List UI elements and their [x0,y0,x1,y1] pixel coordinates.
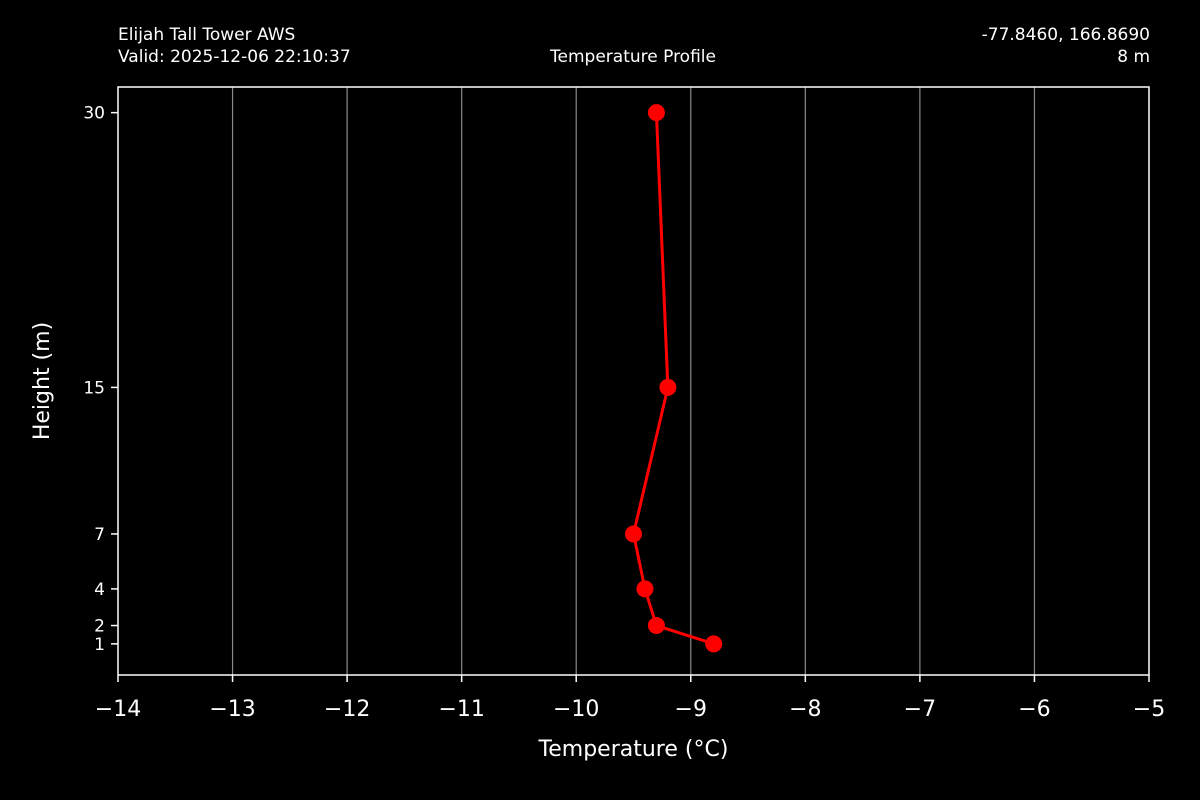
y-tick-label: 7 [94,525,105,545]
temperature-line [631,112,715,646]
x-axis: −14 −13 −12 −11 −10 −9 −8 −7 −6 −5 [95,675,1165,722]
x-tick-label: −9 [675,697,707,722]
x-tick-label: −7 [904,697,936,722]
x-tick-label: −14 [95,697,141,722]
temperature-point [647,104,665,122]
chart-title: Temperature Profile [550,47,716,67]
y-tick-label: 30 [83,104,105,124]
y-tick-label: 4 [94,580,105,600]
x-tick-label: −10 [553,697,599,722]
header-right: -77.8460, 166.8690 8 m [982,24,1150,68]
station-coordinates: -77.8460, 166.8690 [981,25,1150,45]
x-tick-label: −6 [1018,697,1050,722]
grid-lines [231,87,1036,675]
series-layer [625,104,723,653]
y-axis-label: Height (m) [30,322,55,440]
temperature-point [647,617,665,635]
y-tick-label: 1 [94,635,105,655]
temperature-point [625,525,642,543]
x-tick-label: −5 [1133,697,1165,722]
x-tick-label: −8 [789,697,821,722]
station-name: Elijah Tall Tower AWS [118,25,296,45]
header-left: Elijah Tall Tower AWS Valid: 2025-12-06 … [118,24,351,68]
x-tick-label: −13 [209,697,255,722]
y-axis: 12 4 7 15 30 [83,104,118,655]
x-tick-label: −11 [438,697,484,722]
valid-time: Valid: 2025-12-06 22:10:37 [118,47,351,67]
y-tick-label: 2 [94,617,105,637]
x-tick-label: −12 [324,697,370,722]
station-elevation: 8 m [1117,47,1150,67]
plot-frame [117,86,1150,676]
x-axis-label: Temperature (°C) [538,737,729,762]
y-tick-label: 15 [83,378,105,398]
temperature-point [705,635,723,653]
temperature-point [659,378,677,396]
temperature-point [636,580,654,598]
